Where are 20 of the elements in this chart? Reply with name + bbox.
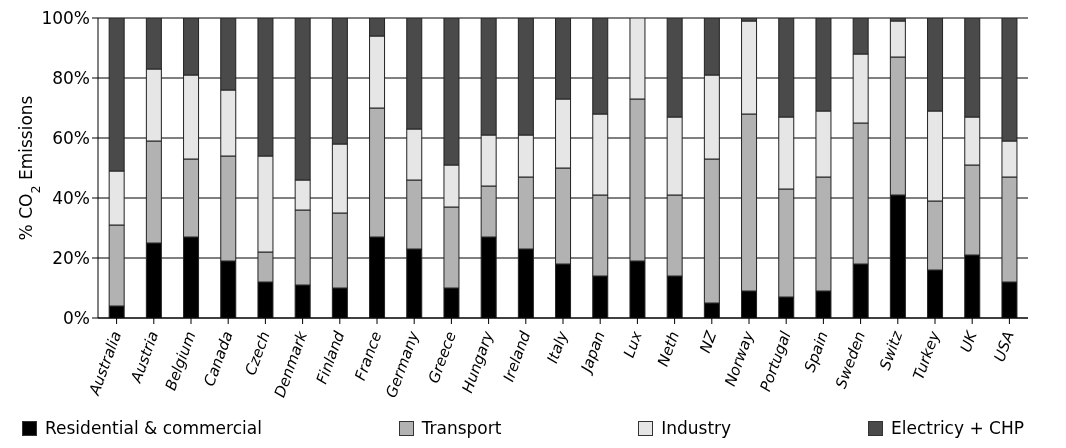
x-tick-label: NZ <box>695 328 721 356</box>
y-tick-label: 20% <box>52 248 90 269</box>
legend-label: Transport <box>421 418 502 438</box>
x-tick-label: Spain <box>800 328 832 375</box>
y-tick-label: 40% <box>52 188 90 209</box>
legend-label: Electricy + CHP <box>890 418 1024 438</box>
x-tick-label: Switz <box>875 327 907 373</box>
y-tick-label: 80% <box>52 68 90 89</box>
x-tick-label: USA <box>990 328 1018 364</box>
x-tick-label: Japan <box>576 328 609 378</box>
x-tick-label: Lux <box>619 328 646 361</box>
legend-label: Industry <box>661 418 732 438</box>
y-tick-label: 100% <box>41 8 90 29</box>
y-tick-label: 60% <box>52 128 90 149</box>
x-tick-label: UK <box>956 327 982 355</box>
x-tick-label: Czech <box>241 328 274 378</box>
x-tick-label: Italy <box>543 327 572 366</box>
y-tick-label: 0% <box>63 308 90 329</box>
legend-label: Residential & commercial <box>45 418 262 438</box>
x-tick-label: Neth <box>653 328 684 369</box>
